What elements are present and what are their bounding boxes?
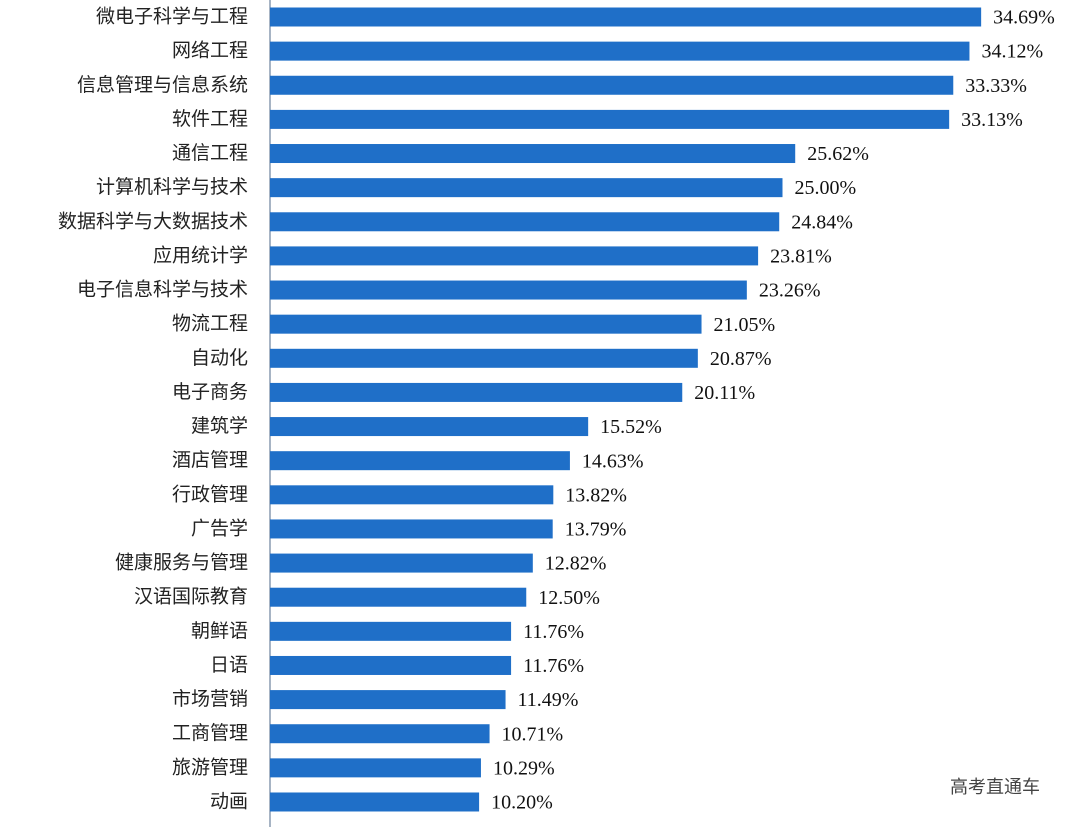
bar [270, 690, 506, 710]
category-label: 通信工程 [172, 142, 248, 164]
category-label: 信息管理与信息系统 [77, 74, 248, 96]
category-label: 建筑学 [191, 415, 248, 437]
category-label: 动画 [210, 790, 248, 812]
category-label: 酒店管理 [172, 449, 248, 471]
value-label: 24.84% [791, 211, 853, 233]
bar [270, 655, 512, 675]
category-label: 物流工程 [172, 313, 248, 335]
bar [270, 382, 683, 402]
value-label: 13.82% [565, 484, 627, 506]
category-label: 健康服务与管理 [115, 552, 248, 574]
value-label: 12.82% [545, 553, 607, 575]
bar [270, 109, 950, 129]
bar [270, 348, 698, 368]
value-label: 13.79% [565, 519, 627, 541]
value-label: 34.12% [981, 41, 1043, 63]
category-label: 日语 [210, 654, 248, 676]
category-label: 应用统计学 [153, 244, 248, 266]
value-label: 23.81% [770, 246, 832, 268]
category-label: 行政管理 [172, 483, 248, 505]
bar [270, 280, 747, 300]
value-label: 20.87% [710, 348, 772, 370]
value-label: 25.62% [807, 143, 869, 165]
bar [270, 519, 553, 539]
value-label: 23.26% [759, 280, 821, 302]
category-label: 工商管理 [172, 722, 248, 744]
bar [270, 212, 780, 232]
category-label: 电子商务 [172, 381, 248, 403]
value-label: 10.20% [491, 792, 553, 814]
category-label: 广告学 [191, 517, 248, 539]
bar [270, 553, 533, 573]
value-label: 20.11% [694, 382, 755, 404]
category-label: 软件工程 [172, 108, 248, 130]
value-label: 33.33% [965, 75, 1027, 97]
value-label: 21.05% [714, 314, 776, 336]
bar [270, 621, 512, 641]
value-label: 34.69% [993, 7, 1055, 29]
category-label: 汉语国际教育 [134, 586, 248, 608]
category-label: 网络工程 [172, 40, 248, 62]
value-label: 12.50% [538, 587, 600, 609]
category-label: 微电子科学与工程 [96, 6, 248, 28]
value-label: 15.52% [600, 416, 662, 438]
bar [270, 724, 490, 744]
bar [270, 485, 554, 505]
bar [270, 246, 759, 266]
value-label: 25.00% [795, 177, 857, 199]
bar [270, 144, 796, 164]
value-label: 14.63% [582, 450, 644, 472]
value-label: 11.76% [523, 655, 584, 677]
category-label: 市场营销 [172, 688, 248, 710]
category-label: 朝鲜语 [191, 620, 248, 642]
category-label: 旅游管理 [172, 756, 248, 778]
watermark: 高考直通车 [950, 777, 1040, 798]
bar [270, 587, 527, 607]
bar [270, 417, 589, 437]
category-label: 计算机科学与技术 [96, 176, 248, 198]
category-label: 数据科学与大数据技术 [58, 210, 248, 232]
value-label: 33.13% [961, 109, 1023, 131]
bar [270, 75, 954, 95]
value-label: 11.49% [518, 689, 579, 711]
bar [270, 758, 481, 778]
category-label: 电子信息科学与技术 [77, 279, 248, 301]
bar [270, 178, 783, 198]
value-label: 10.71% [502, 723, 564, 745]
category-label: 自动化 [191, 347, 248, 369]
bar [270, 7, 982, 27]
bar [270, 41, 970, 61]
bar [270, 792, 480, 812]
bar [270, 451, 570, 471]
value-label: 10.29% [493, 757, 555, 779]
bar [270, 314, 702, 334]
value-label: 11.76% [523, 621, 584, 643]
